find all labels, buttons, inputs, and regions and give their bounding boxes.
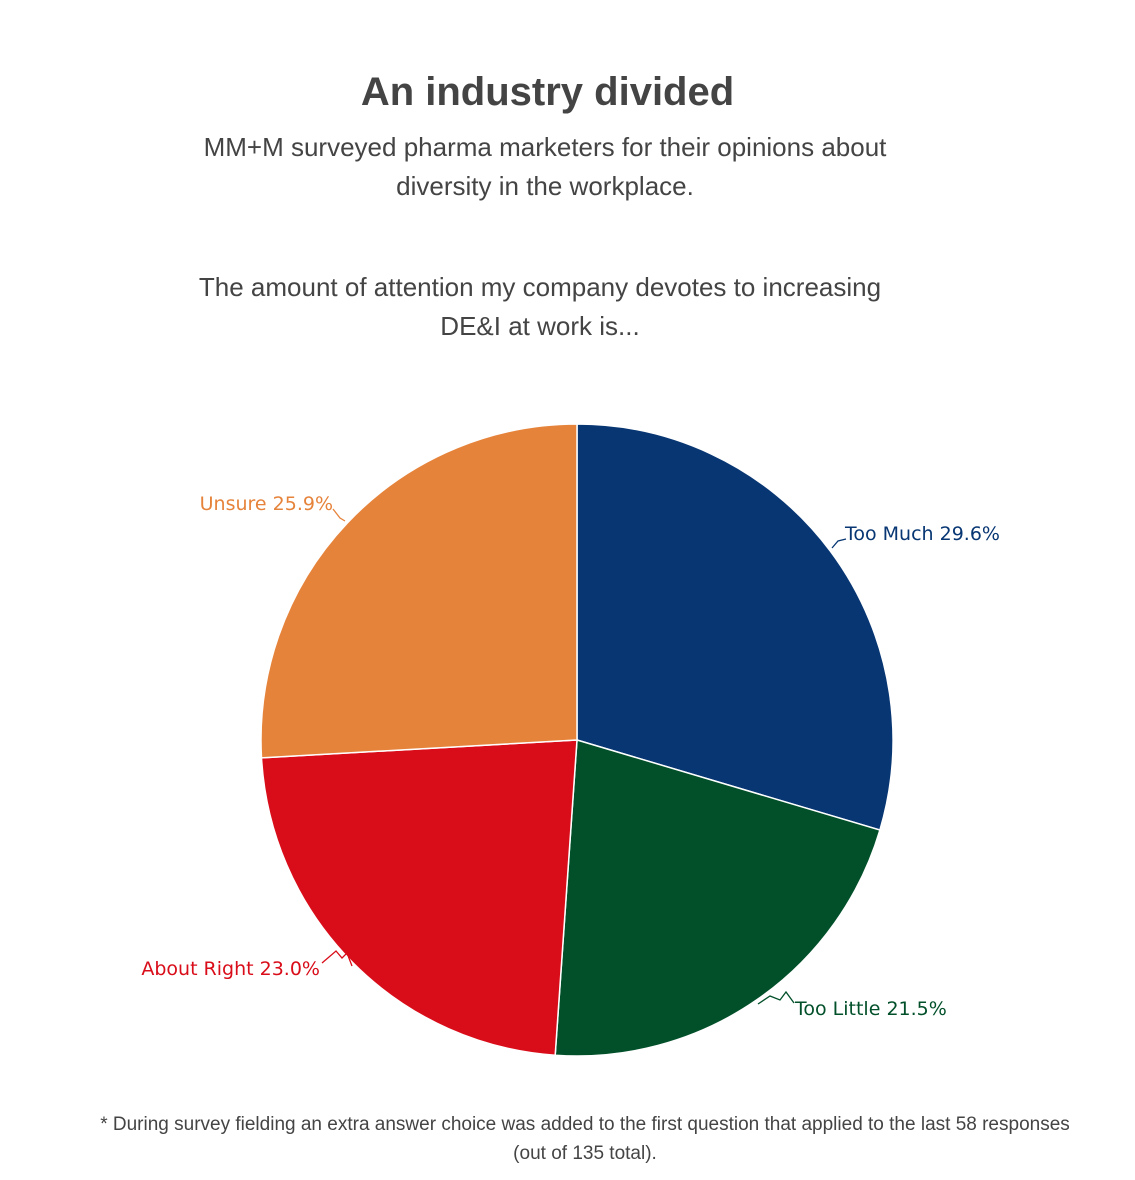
pie-slice-about-right bbox=[260, 739, 578, 1057]
connector-unsure bbox=[332, 508, 346, 522]
slice-label-too-much: Too Much 29.6% bbox=[844, 523, 1000, 545]
slice-label-too-little: Too Little 21.5% bbox=[794, 998, 947, 1020]
label-connectors bbox=[321, 508, 847, 1005]
pie-slice-too-much bbox=[576, 423, 894, 831]
connector-too-little bbox=[757, 990, 795, 1005]
page-subtitle: MM+M surveyed pharma marketers for their… bbox=[203, 132, 887, 201]
slice-label-unsure: Unsure 25.9% bbox=[200, 493, 333, 515]
slice-label-about-right: About Right 23.0% bbox=[141, 958, 320, 980]
footnote: * During survey fielding an extra answer… bbox=[100, 1114, 1070, 1164]
pie-slice-unsure bbox=[260, 423, 578, 759]
slice-labels: Too Much 29.6% Too Little 21.5% About Righ… bbox=[141, 493, 1000, 1020]
connector-too-much bbox=[831, 538, 847, 549]
chart-title: The amount of attention my company devot… bbox=[198, 272, 882, 341]
pie-slice-too-little bbox=[554, 739, 881, 1057]
page-title: An industry divided bbox=[360, 70, 735, 114]
connector-about-right bbox=[321, 950, 353, 967]
pie-chart: Too Much 29.6% Too Little 21.5% About Righ… bbox=[141, 423, 1000, 1057]
pie-slices bbox=[260, 423, 894, 1057]
